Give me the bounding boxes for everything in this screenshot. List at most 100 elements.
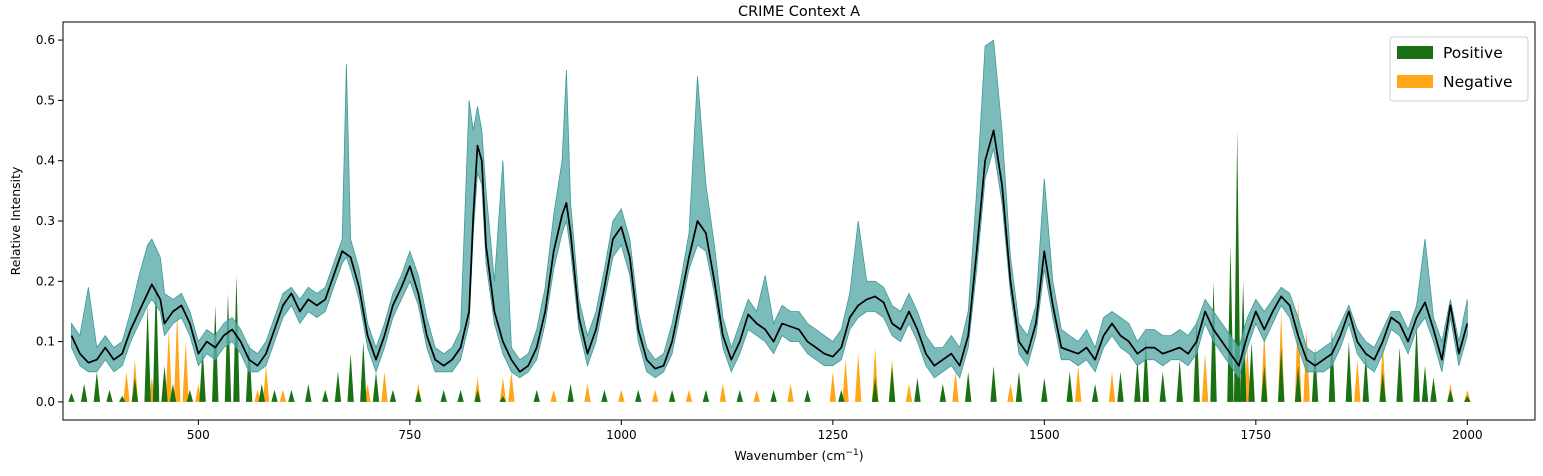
positive-attribution-spike [93,371,101,402]
positive-attribution-spike [990,365,997,402]
negative-attribution-spike [829,371,837,402]
positive-attribution-spike [888,365,896,402]
x-tick-label: 1250 [818,428,849,442]
x-tick-label: 1000 [606,428,637,442]
positive-attribution-spike [1041,377,1048,402]
negative-attribution-spike [952,371,959,402]
positive-attribution-spike [169,383,177,402]
positive-attribution-spike [1345,341,1353,402]
positive-attribution-spike [106,389,113,402]
negative-attribution-spike [1108,371,1116,402]
positive-attribution-spike [1413,323,1420,402]
y-tick-label: 0.6 [36,33,55,47]
confidence-band [71,39,1468,379]
positive-attribution-spike [1421,365,1429,402]
negative-attribution-spike [584,383,591,402]
positive-attribution-spike [1447,389,1454,402]
negative-attribution-spike [651,389,659,402]
negative-attribution-spike [1201,353,1209,402]
negative-attribution-spike [508,371,515,402]
x-tick-label: 1750 [1241,428,1272,442]
positive-attribution-spike [1066,371,1073,402]
negative-attribution-spike [1294,299,1302,402]
negative-attribution-spike [1354,359,1361,402]
positive-attribution-spike [119,395,126,402]
positive-attribution-spike [440,389,447,402]
positive-attribution-spike [736,389,743,402]
legend-label-negative: Negative [1443,73,1513,91]
positive-attribution-spike [1278,347,1285,402]
positive-attribution-spike [1311,347,1319,402]
x-tick-label: 1500 [1029,428,1060,442]
positive-attribution-spike [1464,395,1471,402]
positive-attribution-spike [702,389,710,402]
positive-attribution-spike [1159,371,1166,402]
positive-attribution-spike [1117,371,1124,402]
positive-attribution-spike [186,389,194,402]
positive-attribution-spike [415,389,422,402]
negative-attribution-spike [842,359,849,402]
positive-attribution-spike [152,275,160,402]
positive-attribution-spike [372,371,380,402]
positive-attribution-spike [838,389,845,402]
legend-swatch-positive [1397,46,1433,59]
x-axis-label-main: Wavenumber (cm [734,448,845,463]
legend: Positive Negative [1389,36,1529,102]
positive-attribution-spike [288,389,295,402]
positive-attribution-spike [1234,130,1241,402]
positive-attribution-spike [1294,365,1302,402]
positive-attribution-spike [1396,347,1403,402]
positive-attribution-spike [305,383,312,402]
negative-attribution-spike [905,383,913,402]
positive-attribution-spike [347,353,354,402]
x-axis-label-suffix: ) [859,448,864,463]
plot-area [68,39,1471,402]
positive-attribution-spike [499,395,507,402]
negative-attribution-spike [855,353,862,402]
positive-attribution-spike [804,389,811,402]
positive-attribution-spike [1091,383,1099,402]
negative-attribution-spike [174,311,181,402]
legend-label-positive: Positive [1443,44,1503,62]
positive-attribution-spike [1362,353,1370,402]
negative-attribution-spike [719,383,727,402]
x-tick-label: 500 [187,428,210,442]
positive-attribution-spike [199,347,206,402]
positive-attribution-spike [131,377,139,402]
negative-attribution-spike [685,389,693,402]
positive-attribution-spike [635,389,642,402]
positive-attribution-spike [1379,371,1386,402]
y-tick-label: 0.1 [36,335,55,349]
x-axis-label: Wavenumber (cm−1) [734,448,863,463]
negative-attribution-spike [279,389,287,402]
positive-attribution-spike [68,392,75,402]
positive-attribution-spike [1176,359,1183,402]
positive-attribution-spike [258,383,266,402]
negative-attribution-spike [753,389,760,402]
positive-attribution-spike [80,383,88,402]
positive-attribution-spike [601,389,608,402]
positive-attribution-spike [334,371,342,402]
positive-attribution-spike [871,377,879,402]
chart-title: CRIME Context A [738,4,860,20]
x-tick-label: 750 [398,428,421,442]
positive-attribution-spike [1430,377,1437,402]
y-tick-label: 0.3 [36,214,55,228]
y-tick-label: 0.5 [36,93,55,107]
positive-attribution-spike [770,389,777,402]
y-tick-label: 0.2 [36,274,55,288]
positive-attribution-spike [533,389,540,402]
negative-attribution-spike [123,371,130,402]
positive-attribution-spike [224,293,232,402]
positive-attribution-spike [271,389,278,402]
negative-attribution-spike [1464,389,1471,402]
negative-attribution-spike [618,389,625,402]
y-tick-label: 0.0 [36,395,55,409]
positive-attribution-spike [964,371,972,402]
negative-attribution-spike [1074,365,1082,402]
positive-attribution-spike [668,389,676,402]
negative-attribution-spike [182,341,189,402]
positive-attribution-spike [1248,341,1255,402]
